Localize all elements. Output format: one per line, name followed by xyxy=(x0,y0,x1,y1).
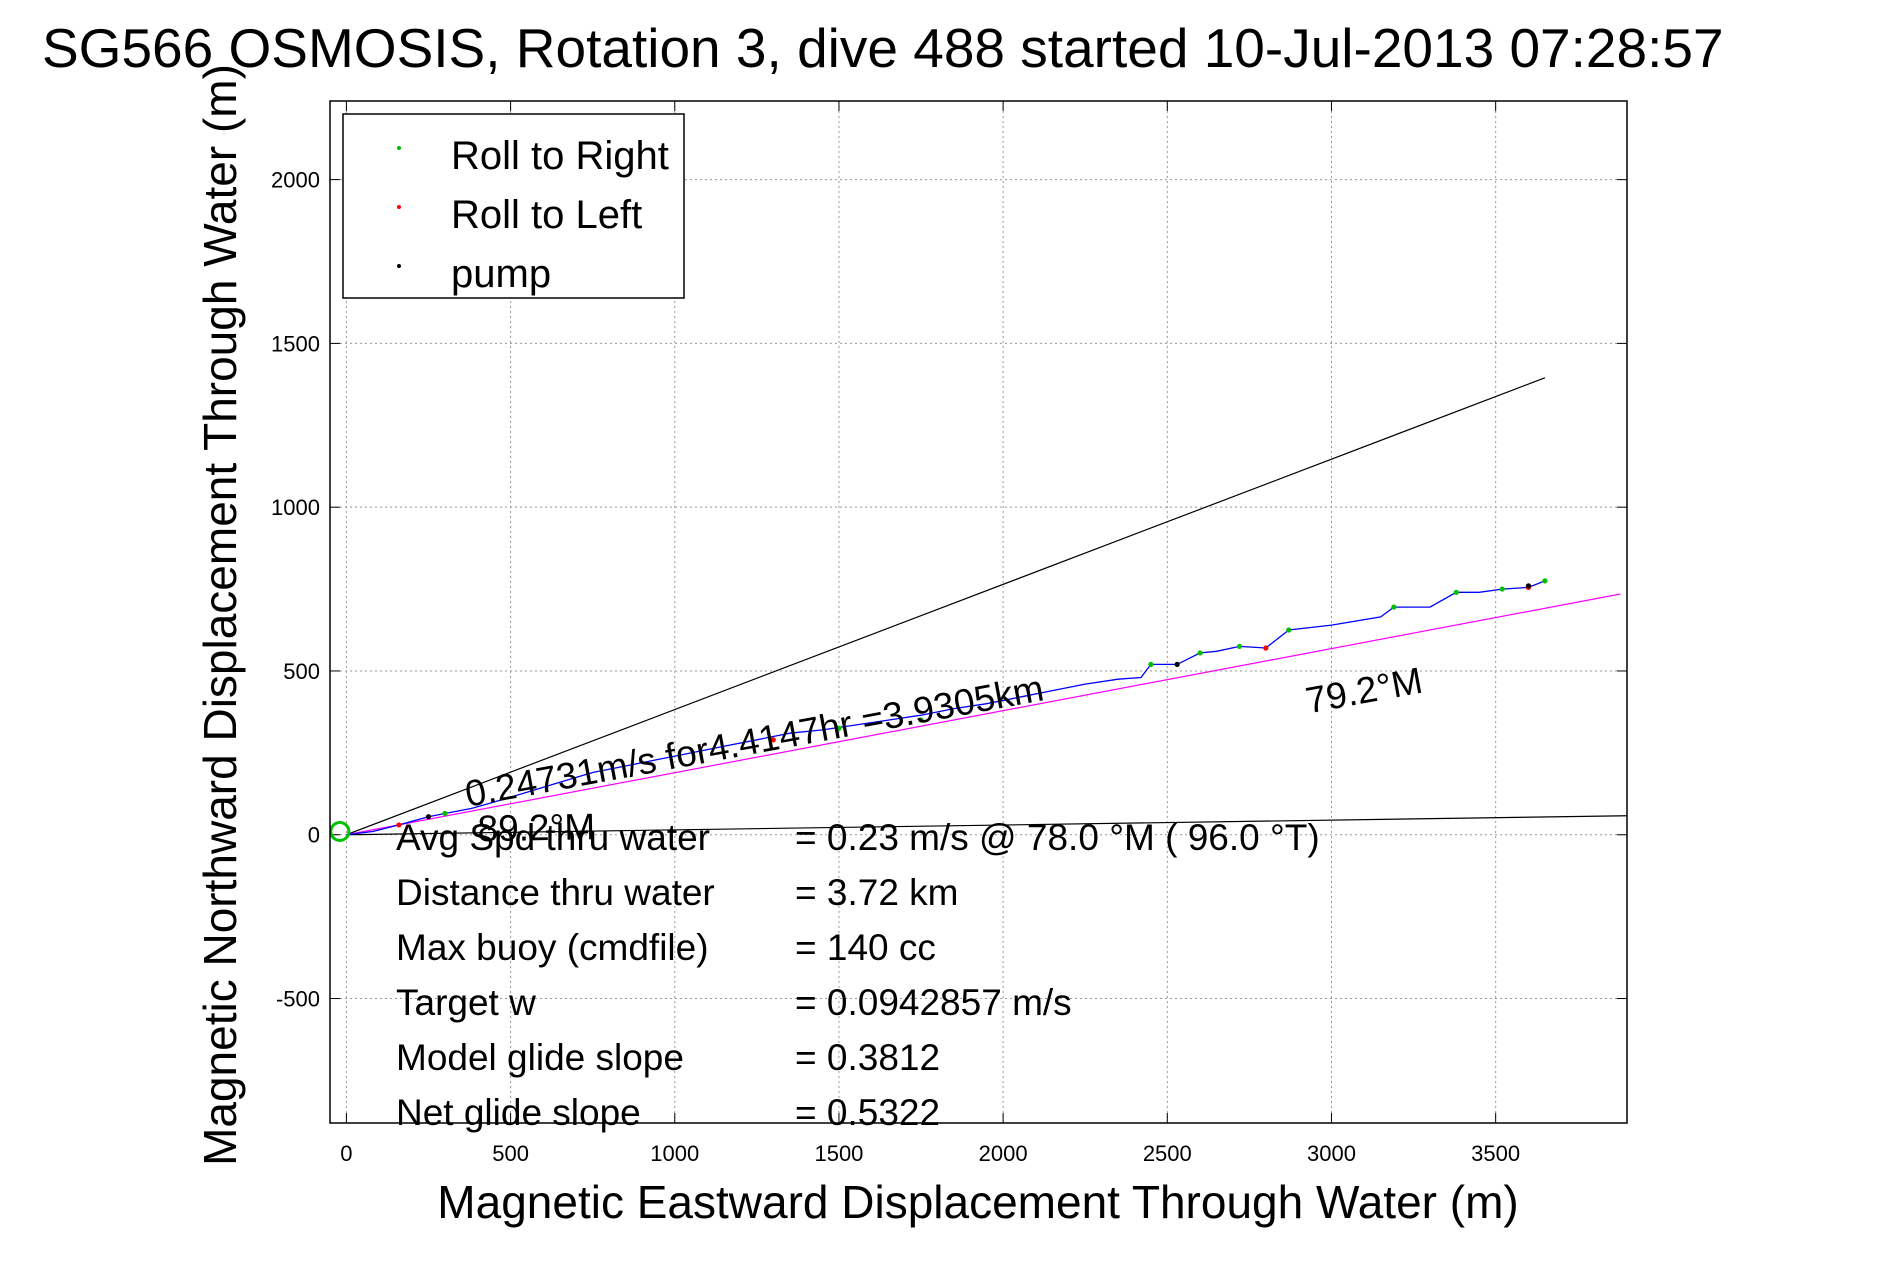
x-tick-label: 500 xyxy=(492,1141,529,1166)
stat-label: Distance thru water xyxy=(396,872,715,913)
legend-marker xyxy=(397,205,401,209)
roll-right-point xyxy=(918,717,924,723)
dive-stats: Avg Spd thru water = 0.23 m/s @ 78.0 °M (… xyxy=(396,817,1320,1133)
legend-marker xyxy=(397,264,401,268)
y-axis-ticks: -500 0 500 1000 1500 2000 xyxy=(271,168,1627,1012)
stat-value: = 0.23 m/s @ 78.0 °M ( 96.0 °T) xyxy=(795,817,1320,858)
roll-left-point xyxy=(396,822,402,828)
stat-label: Model glide slope xyxy=(396,1037,684,1078)
roll-right-point xyxy=(1391,604,1397,610)
legend: Roll to Right Roll to Left pump xyxy=(342,113,685,299)
stat-label: Avg Spd thru water xyxy=(396,817,710,858)
stat-label: Max buoy (cmdfile) xyxy=(396,927,709,968)
legend-label: Roll to Left xyxy=(451,193,642,237)
y-tick-label: 2000 xyxy=(271,168,320,193)
heading-lines xyxy=(346,377,1628,836)
x-tick-label: 2500 xyxy=(1143,1141,1192,1166)
x-tick-label: 3500 xyxy=(1471,1141,1520,1166)
legend-marker xyxy=(397,146,401,150)
x-tick-label: 1000 xyxy=(650,1141,699,1166)
chart-title: SG566 OSMOSIS, Rotation 3, dive 488 star… xyxy=(42,17,1724,79)
x-axis-label: Magnetic Eastward Displacement Through W… xyxy=(437,1176,1518,1228)
event-points xyxy=(329,578,1548,842)
roll-left-point xyxy=(1263,645,1269,651)
dive-track xyxy=(346,580,1546,836)
pump-point xyxy=(425,814,432,820)
y-tick-label: 1500 xyxy=(271,331,320,356)
y-tick-label: -500 xyxy=(276,987,320,1012)
magenta-heading-line xyxy=(346,593,1621,836)
x-tick-label: 2000 xyxy=(979,1141,1028,1166)
roll-right-point xyxy=(1286,627,1292,633)
x-tick-label: 3000 xyxy=(1307,1141,1356,1166)
dive-track-line xyxy=(346,580,1546,836)
roll-right-point xyxy=(1499,586,1505,592)
roll-right-point xyxy=(1453,589,1459,595)
stat-value: = 0.5322 xyxy=(795,1092,940,1133)
upper-heading-line xyxy=(346,377,1546,836)
annotation-text: 89.2°M xyxy=(477,806,595,849)
roll-left-point xyxy=(770,737,776,743)
roll-right-point xyxy=(442,810,448,817)
stat-label: Net glide slope xyxy=(396,1092,641,1133)
pump-point xyxy=(1525,583,1532,589)
y-tick-label: 1000 xyxy=(271,495,320,520)
legend-label: Roll to Right xyxy=(451,134,669,178)
pump-point xyxy=(1174,661,1180,668)
x-tick-label: 1500 xyxy=(814,1141,863,1166)
x-tick-label: 0 xyxy=(340,1141,352,1166)
dive-start-marker xyxy=(329,820,351,842)
stat-label: Target w xyxy=(396,982,536,1023)
stat-value: = 140 cc xyxy=(795,927,936,968)
y-tick-label: 0 xyxy=(308,823,320,848)
x-axis-ticks: 0 500 1000 1500 2000 2500 3000 3500 xyxy=(340,101,1520,1166)
roll-right-point xyxy=(1197,650,1203,656)
stat-value: = 3.72 km xyxy=(795,872,959,913)
plot-border xyxy=(329,100,1628,1124)
y-axis-label: Magnetic Northward Displacement Through … xyxy=(194,64,246,1166)
stat-value: = 0.3812 xyxy=(795,1037,940,1078)
roll-right-point xyxy=(836,725,842,731)
legend-label: pump xyxy=(451,252,551,296)
roll-right-point xyxy=(1148,661,1154,668)
roll-right-point xyxy=(1236,643,1243,649)
lower-heading-line xyxy=(346,815,1628,836)
stat-value: = 0.0942857 m/s xyxy=(795,982,1072,1023)
y-tick-label: 500 xyxy=(283,659,320,684)
roll-right-point xyxy=(1542,578,1548,584)
